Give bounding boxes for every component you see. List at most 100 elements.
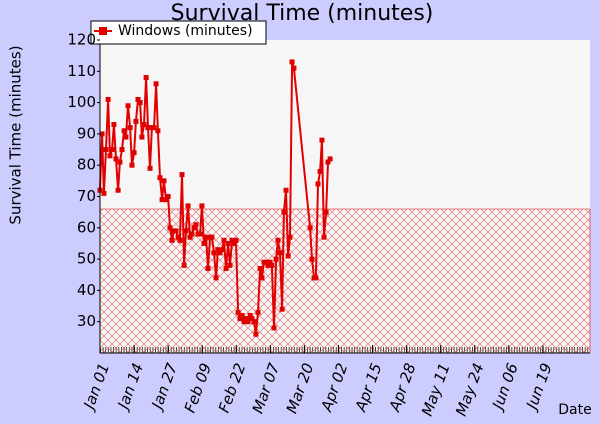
point	[313, 275, 319, 281]
point	[241, 319, 247, 325]
point	[281, 209, 287, 215]
point	[321, 234, 327, 240]
x-tick-label: Apr 02	[317, 361, 351, 415]
x-tick-label: May 11	[418, 361, 454, 419]
reference-band	[99, 208, 591, 354]
point	[105, 96, 111, 102]
point	[169, 237, 175, 243]
y-tick-label: 40	[77, 281, 96, 299]
point	[203, 234, 209, 240]
point	[265, 262, 271, 268]
x-tick-label: May 24	[452, 361, 488, 419]
point	[239, 312, 245, 318]
point	[259, 275, 265, 281]
point	[173, 228, 179, 234]
point	[277, 250, 283, 256]
point	[131, 150, 137, 156]
point	[285, 253, 291, 259]
point	[175, 234, 181, 240]
x-tick-label: Apr 28	[385, 361, 419, 415]
point	[163, 197, 169, 203]
point	[107, 153, 113, 159]
point	[327, 156, 333, 162]
point	[187, 234, 193, 240]
point	[129, 162, 135, 168]
y-tick-label: 120	[67, 31, 96, 49]
point	[217, 250, 223, 256]
point	[289, 59, 295, 65]
x-axis-label: Date	[558, 402, 591, 418]
point	[247, 312, 253, 318]
point	[159, 197, 165, 203]
point	[325, 159, 331, 165]
point	[161, 178, 167, 184]
point	[211, 250, 217, 256]
point	[275, 237, 281, 243]
y-tick-label: 80	[77, 156, 96, 174]
point	[139, 134, 145, 140]
legend: Windows (minutes)	[90, 20, 267, 45]
point	[151, 125, 157, 131]
point	[245, 319, 251, 325]
point	[315, 181, 321, 187]
point	[153, 81, 159, 87]
y-tick-label: 100	[67, 93, 96, 111]
y-tick-label: 110	[67, 62, 96, 80]
point	[221, 237, 227, 243]
x-tick-label: Mar 20	[283, 361, 318, 416]
point	[141, 122, 147, 128]
x-tick-label: Jan 27	[147, 360, 181, 414]
y-axis-label: Survival Time (minutes)	[7, 45, 25, 224]
point	[271, 325, 277, 331]
point	[121, 128, 127, 134]
point	[227, 262, 233, 268]
point	[165, 194, 171, 199]
point	[189, 231, 195, 237]
point	[219, 247, 225, 253]
y-tick-label: 60	[77, 218, 96, 236]
point	[133, 118, 139, 124]
point	[229, 237, 235, 243]
point	[263, 259, 269, 265]
point	[113, 156, 119, 162]
point	[253, 331, 259, 337]
point	[309, 256, 315, 262]
point	[167, 225, 173, 231]
x-tick-label: Jan 01	[79, 361, 113, 414]
legend-label: Windows (minutes)	[118, 23, 253, 39]
point	[257, 265, 263, 271]
point	[267, 259, 273, 265]
point	[291, 65, 297, 71]
point	[115, 187, 121, 193]
point	[145, 125, 151, 131]
point	[135, 96, 141, 102]
point	[235, 309, 241, 315]
point	[223, 265, 229, 271]
point	[213, 275, 219, 281]
x-tick-label: Jun 06	[488, 361, 522, 414]
point	[99, 131, 105, 137]
legend-marker	[99, 27, 107, 35]
point	[199, 203, 205, 209]
point	[233, 237, 239, 243]
point	[197, 231, 203, 237]
point	[283, 187, 289, 193]
y-tick-label: 70	[77, 187, 96, 205]
point	[317, 168, 323, 174]
x-tick-label: Feb 22	[215, 361, 249, 415]
x-tick-label: Jun 19	[522, 361, 556, 414]
point	[307, 225, 313, 231]
point	[255, 309, 261, 315]
point	[181, 262, 187, 268]
x-tick-label: Apr 15	[351, 361, 385, 415]
x-tick-label: Feb 09	[181, 361, 215, 415]
point	[279, 306, 285, 312]
point	[183, 228, 189, 234]
point	[119, 147, 125, 153]
y-tick-label: 50	[77, 250, 96, 268]
point	[205, 265, 211, 271]
point	[117, 159, 123, 165]
point	[323, 209, 329, 215]
